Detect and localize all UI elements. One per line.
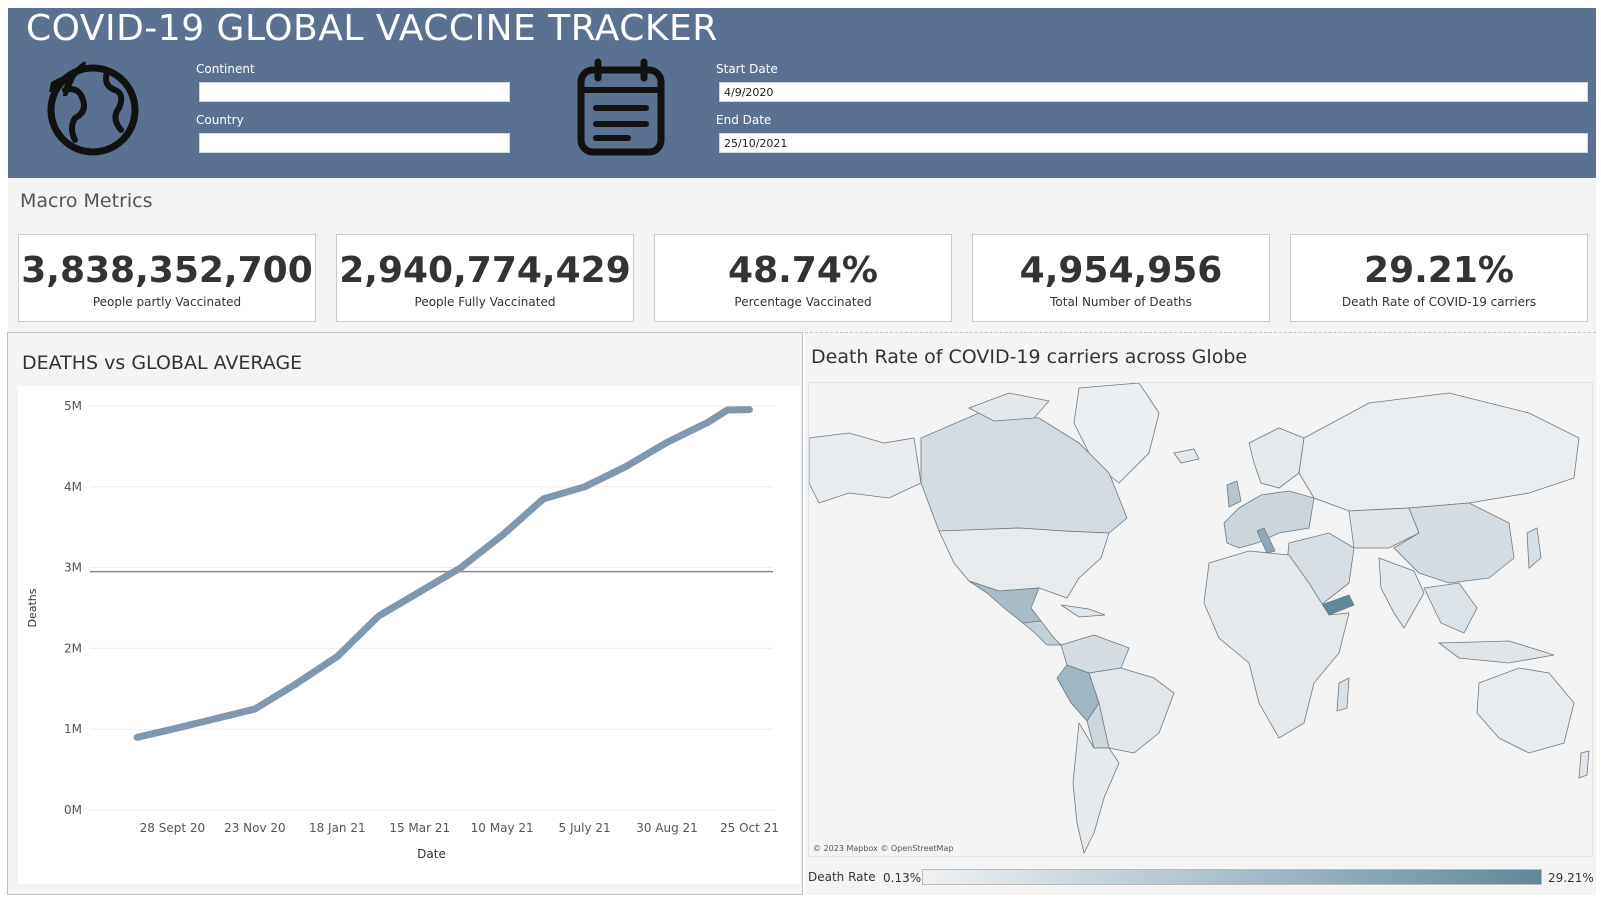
- x-tick-label: 25 Oct 21: [720, 821, 779, 835]
- map-region-greenland: [1073, 383, 1160, 484]
- legend-title: Death Rate: [808, 870, 876, 884]
- map-region-japan: [1526, 527, 1542, 569]
- map-region-europe: [1223, 490, 1315, 549]
- kpi-label: Total Number of Deaths: [1050, 295, 1192, 309]
- map-region-indonesia: [1437, 640, 1555, 664]
- map-region-uk: [1226, 480, 1242, 508]
- kpi-card-fully-vaccinated: 2,940,774,429 People Fully Vaccinated: [336, 234, 634, 322]
- deaths-chart-title: DEATHS vs GLOBAL AVERAGE: [22, 352, 303, 374]
- map-credit: © 2023 Mapbox © OpenStreetMap: [813, 844, 954, 853]
- map-region-alaska: [809, 432, 922, 504]
- death-rate-color-legend: [922, 869, 1542, 885]
- map-region-new-zealand: [1578, 750, 1590, 779]
- y-tick-label: 2M: [64, 641, 82, 655]
- map-region-russia: [1298, 392, 1580, 512]
- legend-max-value: 29.21%: [1548, 871, 1594, 885]
- kpi-value: 29.21%: [1364, 250, 1514, 291]
- kpi-card-partly-vaccinated: 3,838,352,700 People partly Vaccinated: [18, 234, 316, 322]
- kpi-value: 2,940,774,429: [339, 250, 631, 291]
- country-filter-input[interactable]: [199, 133, 510, 153]
- start-date-label: Start Date: [716, 62, 778, 76]
- macro-metrics-title: Macro Metrics: [20, 190, 153, 212]
- map-region-australia: [1476, 667, 1575, 754]
- world-map-shapes[interactable]: [809, 383, 1593, 857]
- kpi-label: People partly Vaccinated: [92, 295, 242, 309]
- kpi-value: 3,838,352,700: [21, 250, 313, 291]
- x-tick-label: 15 Mar 21: [389, 821, 450, 835]
- y-tick-label: 5M: [64, 399, 82, 413]
- map-region-madagascar: [1336, 677, 1350, 712]
- map-title: Death Rate of COVID-19 carriers across G…: [811, 346, 1248, 368]
- x-axis-label: Date: [417, 847, 446, 861]
- map-region-iceland: [1173, 448, 1200, 464]
- deaths-chart-area[interactable]: 0M 1M 2M 3M 4M 5M 28 Sept 20 23 Nov 20 18 Jan 2…: [18, 386, 800, 884]
- calendar-icon: [577, 58, 665, 156]
- kpi-label: People Fully Vaccinated: [414, 295, 556, 309]
- map-region-arctic-islands: [968, 392, 1050, 422]
- map-region-italy: [1256, 527, 1276, 554]
- x-tick-label: 23 Nov 20: [224, 821, 286, 835]
- map-region-usa: [938, 527, 1110, 599]
- map-region-argentina: [1072, 721, 1120, 855]
- world-map[interactable]: [808, 382, 1593, 857]
- y-tick-label: 0M: [64, 803, 82, 817]
- x-tick-label: 18 Jan 21: [309, 821, 366, 835]
- map-region-china: [1393, 502, 1515, 584]
- map-region-southeast-asia: [1423, 582, 1478, 634]
- deaths-series-line[interactable]: [133, 406, 753, 741]
- kpi-value: 48.74%: [728, 250, 878, 291]
- y-axis-label: Deaths: [26, 588, 39, 627]
- dashboard-title: COVID-19 GLOBAL VACCINE TRACKER: [26, 8, 718, 49]
- x-tick-label: 28 Sept 20: [140, 821, 206, 835]
- start-date-input[interactable]: 4/9/2020: [719, 82, 1588, 102]
- y-tick-label: 4M: [64, 480, 82, 494]
- continent-filter-input[interactable]: [199, 82, 510, 102]
- map-region-central-america: [1022, 620, 1062, 646]
- map-region-central-asia: [1348, 507, 1420, 549]
- kpi-label: Death Rate of COVID-19 carriers: [1341, 295, 1537, 309]
- x-tick-label: 30 Aug 21: [636, 821, 698, 835]
- kpi-card-total-deaths: 4,954,956 Total Number of Deaths: [972, 234, 1270, 322]
- continent-label: Continent: [196, 62, 255, 76]
- kpi-card-percentage-vaccinated: 48.74% Percentage Vaccinated: [654, 234, 952, 322]
- x-tick-label: 5 July 21: [559, 821, 611, 835]
- legend-min-value: 0.13%: [883, 871, 922, 885]
- y-tick-label: 1M: [64, 722, 82, 736]
- kpi-value: 4,954,956: [1019, 250, 1223, 291]
- globe-airplane-icon: [47, 61, 139, 156]
- end-date-input[interactable]: 25/10/2021: [719, 133, 1588, 153]
- map-region-caribbean: [1060, 604, 1106, 618]
- y-tick-label: 3M: [64, 561, 82, 575]
- map-region-africa: [1203, 550, 1350, 739]
- country-label: Country: [196, 113, 244, 127]
- map-region-scandinavia: [1248, 427, 1305, 489]
- deaths-line-chart[interactable]: 0M 1M 2M 3M 4M 5M 28 Sept 20 23 Nov 20 18 Jan 2…: [18, 386, 800, 884]
- x-tick-label: 10 May 21: [471, 821, 534, 835]
- map-region-india: [1378, 557, 1425, 629]
- kpi-card-death-rate: 29.21% Death Rate of COVID-19 carriers: [1290, 234, 1588, 322]
- kpi-label: Percentage Vaccinated: [734, 295, 872, 309]
- end-date-label: End Date: [716, 113, 772, 127]
